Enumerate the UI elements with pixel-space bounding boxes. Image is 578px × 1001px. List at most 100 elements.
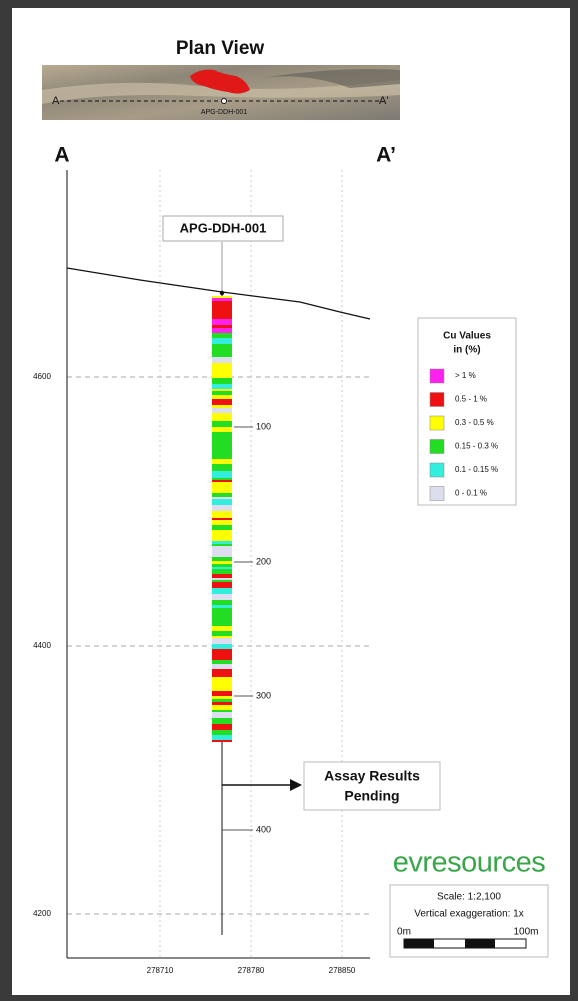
assay-band [212,578,232,580]
assay-band [212,389,232,391]
scale-bar [403,938,527,949]
assay-band [212,306,232,309]
assay-band [212,712,232,718]
assay-band [212,600,232,605]
assay-band [212,482,232,488]
depth-label: 400 [256,824,271,834]
assay-band [212,582,232,588]
assay-band [212,325,232,328]
assay-band [212,696,232,699]
assay-band [212,548,232,553]
legend-label: 0.15 - 0.3 % [455,442,498,451]
assay-band [212,408,232,413]
legend-swatch [429,368,445,384]
assay-core [212,296,232,742]
callout-box [303,761,441,811]
elevation-label: 4600 [33,372,51,381]
assay-band [212,357,232,363]
assay-band [212,541,232,544]
assay-band [212,730,232,735]
assay-band [212,735,232,740]
assay-band [212,488,232,493]
assay-band [212,333,232,338]
assay-band [212,617,232,623]
assay-band [212,557,232,561]
assay-band [212,438,232,444]
assay-band [212,328,232,333]
easting-label: 278780 [238,966,265,975]
assay-band [212,518,232,520]
assay-band [212,626,232,631]
assay-band [212,580,232,582]
assay-band [212,314,232,319]
plan-anomaly [190,69,250,94]
assay-band [212,740,232,742]
assay-band [212,399,232,405]
assay-band [212,660,232,664]
callout-text: Pending [344,788,399,804]
assay-band [212,724,232,730]
hole-label-box [162,215,284,242]
assay-band [212,623,232,626]
assay-band [212,363,232,366]
assay-band [212,427,232,432]
collar [219,290,225,296]
depth-ticks: 100 200 300 400 [222,421,271,834]
easting-label: 278850 [329,966,356,975]
assay-band [212,718,232,724]
legend-swatch [429,392,445,407]
assay-band [212,655,232,660]
assay-band [212,478,232,480]
scale-end: 100m [513,927,538,938]
assay-band [212,499,232,505]
assay-band [212,682,232,686]
plan-terrain [42,80,400,104]
assay-band [212,614,232,617]
assay-band [212,649,232,655]
legend-items: > 1 % 0.5 - 1 % 0.3 - 0.5 % 0.15 - 0.3 % 0.1… [429,368,498,501]
assay-band [212,673,232,677]
assay-band [212,677,232,682]
assay-band [212,296,232,298]
assay-band [212,476,232,478]
assay-band [212,705,232,710]
assay-band [212,535,232,541]
assay-band [212,669,232,673]
callout-arrowhead [290,779,302,791]
assay-band [212,301,232,306]
assay-band [212,319,232,325]
assay-band [212,691,232,696]
assay-band [212,505,232,511]
assay-band [212,464,232,468]
assay-band [212,309,232,314]
assay-band [212,421,232,424]
plan-hole [221,98,227,104]
elevation-label: 4400 [33,641,51,650]
elevation-label: 4200 [33,909,51,918]
legend-label: 0.5 - 1 % [455,395,487,404]
legend-label: 0 - 0.1 % [455,489,487,498]
grid: 4600 4400 4200 278710 278780 278850 [33,170,370,975]
assay-band [212,569,232,574]
assay-band [212,424,232,427]
assay-band [212,546,232,548]
legend-label: 0.3 - 0.5 % [455,418,494,427]
assay-band [212,710,232,712]
assay-band [212,608,232,614]
assay-band [212,530,232,535]
assay-band [212,417,232,421]
assay-band [212,344,232,346]
legend-swatch [429,462,445,478]
assay-band [212,561,232,564]
section-label-a-prime: A’ [376,144,396,167]
assay-band [212,338,232,344]
assay-band [212,480,232,482]
easting-label: 278710 [147,966,174,975]
depth-label: 200 [256,556,271,566]
legend-title: Cu Values [443,331,491,342]
assay-band [212,555,232,557]
assay-band [212,366,232,372]
assay-band [212,374,232,378]
assay-band [212,449,232,453]
